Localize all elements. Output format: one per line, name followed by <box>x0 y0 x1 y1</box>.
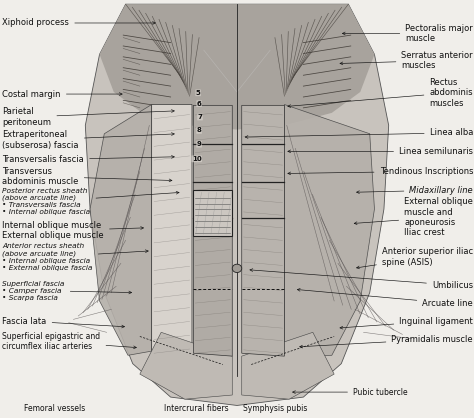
Text: Posterior rectus sheath
(above arcuate line)
• Transversalis fascia
• Internal o: Posterior rectus sheath (above arcuate l… <box>2 188 179 215</box>
Text: Extraperitoneal
(subserosa) fascia: Extraperitoneal (subserosa) fascia <box>2 130 174 150</box>
Text: Superficial epigastric and
circumflex iliac arteries: Superficial epigastric and circumflex il… <box>2 332 137 351</box>
Text: 6: 6 <box>197 101 201 107</box>
Text: Anterior superior iliac
spine (ASIS): Anterior superior iliac spine (ASIS) <box>356 247 473 269</box>
Text: Inguinal ligament: Inguinal ligament <box>340 316 473 329</box>
Polygon shape <box>242 332 334 399</box>
Text: Intercrural fibers: Intercrural fibers <box>164 404 229 413</box>
Text: Linea semilunaris: Linea semilunaris <box>288 147 473 156</box>
Text: Anterior rectus sheath
(above arcuate line)
• Internal oblique fascia
• External: Anterior rectus sheath (above arcuate li… <box>2 243 148 271</box>
Text: Internal oblique muscle
External oblique muscle: Internal oblique muscle External oblique… <box>2 221 144 240</box>
Text: Fascia lata: Fascia lata <box>2 316 125 328</box>
Text: Transversalis fascia: Transversalis fascia <box>2 155 174 164</box>
Polygon shape <box>242 105 284 356</box>
Text: 10: 10 <box>192 156 201 162</box>
Polygon shape <box>152 104 192 355</box>
Text: Umbilicus: Umbilicus <box>250 269 473 290</box>
Text: 8: 8 <box>197 127 201 133</box>
Text: External oblique
muscle and
aponeurosis
Iliac crest: External oblique muscle and aponeurosis … <box>354 197 473 237</box>
Text: Transversus
abdominis muscle: Transversus abdominis muscle <box>2 167 172 186</box>
Text: Femoral vessels: Femoral vessels <box>24 404 85 413</box>
Text: Pyramidalis muscle: Pyramidalis muscle <box>300 335 473 348</box>
Text: Xiphoid process: Xiphoid process <box>2 18 155 28</box>
Polygon shape <box>193 105 232 356</box>
Text: Arcuate line: Arcuate line <box>297 288 473 308</box>
Text: Tendinous Inscriptions: Tendinous Inscriptions <box>288 167 473 176</box>
Text: 9: 9 <box>197 141 201 147</box>
Text: Parietal
peritoneum: Parietal peritoneum <box>2 107 174 127</box>
Polygon shape <box>100 4 374 130</box>
Text: Rectus
abdominis
muscles: Rectus abdominis muscles <box>288 78 473 108</box>
Text: Pubic tubercle: Pubic tubercle <box>292 387 408 397</box>
Polygon shape <box>284 104 374 356</box>
Text: Pectoralis major
muscle: Pectoralis major muscle <box>342 24 473 43</box>
Text: Symphysis pubis: Symphysis pubis <box>243 404 307 413</box>
Circle shape <box>232 264 242 273</box>
Text: Superficial fascia
• Camper fascia
• Scarpa fascia: Superficial fascia • Camper fascia • Sca… <box>2 280 132 301</box>
Polygon shape <box>140 332 232 399</box>
Text: 5: 5 <box>196 90 201 96</box>
Polygon shape <box>85 4 389 405</box>
Text: Midaxillary line: Midaxillary line <box>356 186 473 195</box>
Text: 7: 7 <box>198 114 202 120</box>
Text: Linea alba: Linea alba <box>245 128 473 138</box>
Text: Costal margin: Costal margin <box>2 89 122 99</box>
Text: Serratus anterior
muscles: Serratus anterior muscles <box>340 51 473 70</box>
Bar <box>193 190 232 236</box>
Polygon shape <box>90 104 152 355</box>
